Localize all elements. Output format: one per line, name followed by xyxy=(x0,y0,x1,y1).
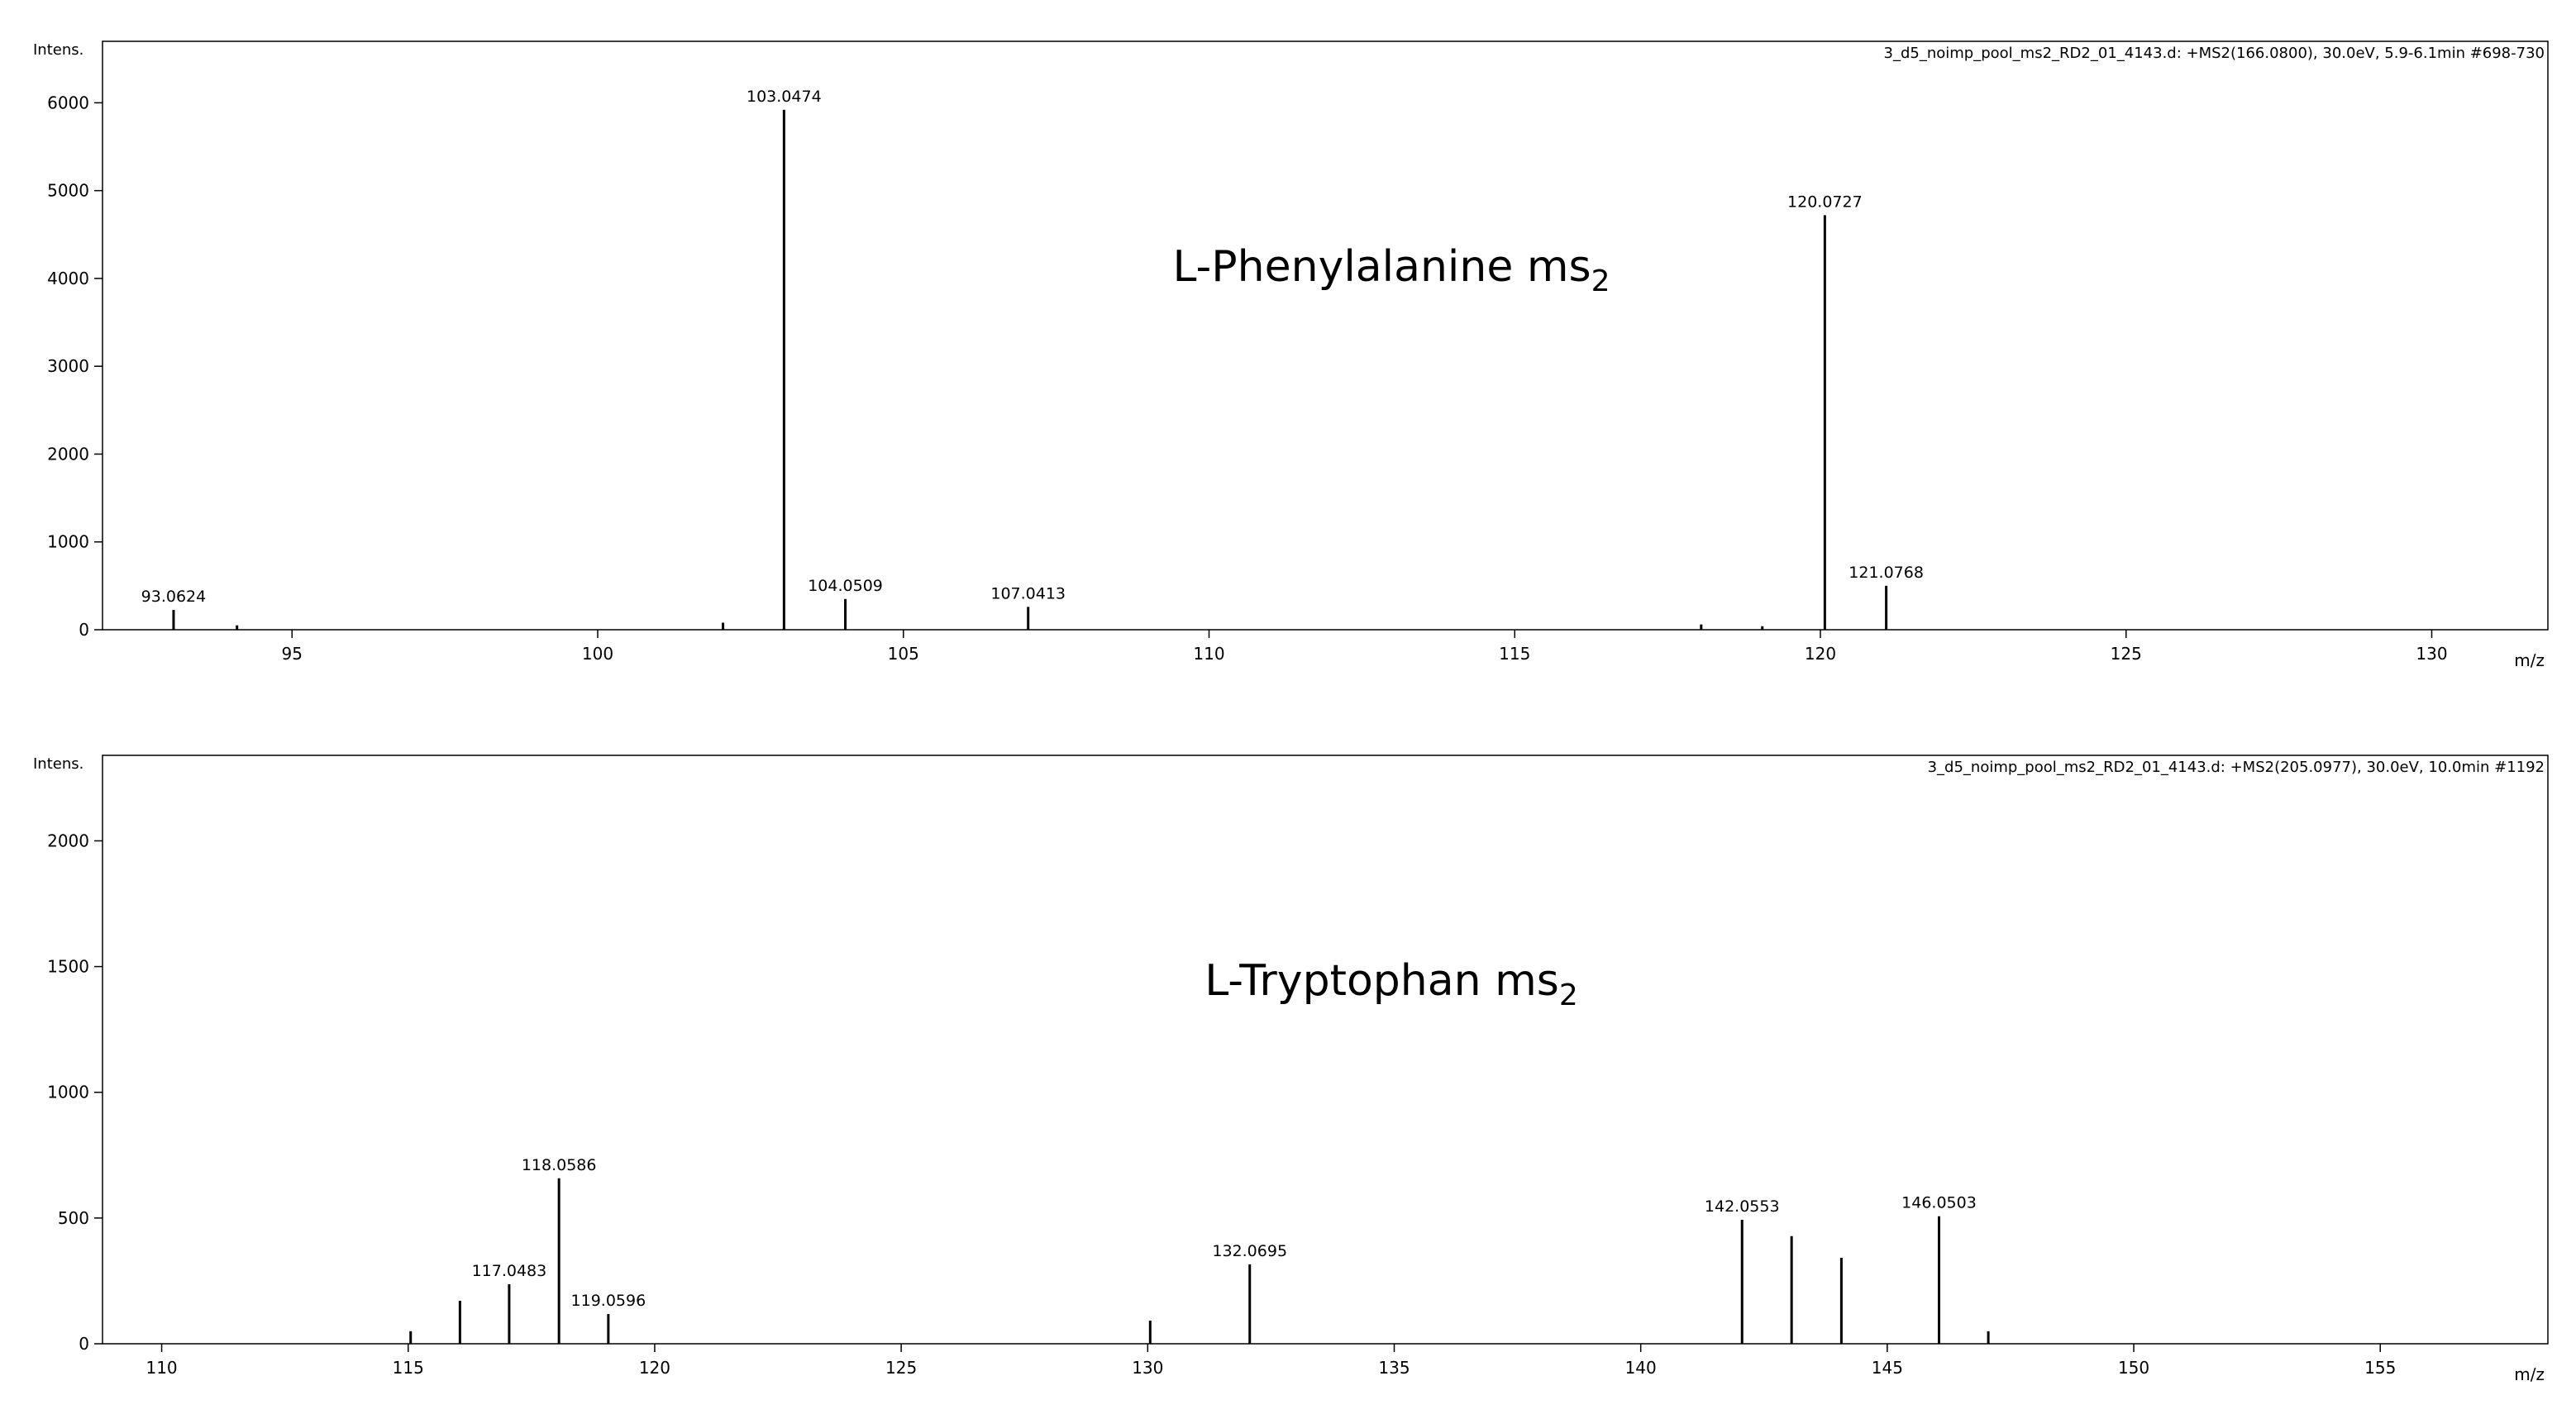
x-tick-label: 105 xyxy=(888,644,919,664)
x-tick-label: 120 xyxy=(639,1358,670,1378)
x-tick-label: 115 xyxy=(1499,644,1530,664)
peak-label: 93.0624 xyxy=(141,588,207,606)
y-tick-label: 1000 xyxy=(47,532,89,552)
peak-label: 121.0768 xyxy=(1849,564,1924,582)
y-tick-label: 1500 xyxy=(47,957,89,977)
x-tick-label: 135 xyxy=(1378,1358,1410,1378)
peak-label: 104.0509 xyxy=(808,577,883,595)
peak-label: 142.0553 xyxy=(1705,1197,1780,1216)
x-tick-label: 120 xyxy=(1805,644,1836,664)
peak-label: 103.0474 xyxy=(747,88,822,106)
peak-label: 119.0596 xyxy=(571,1292,646,1310)
x-tick-label: 130 xyxy=(2416,644,2447,664)
x-tick-label: 145 xyxy=(1872,1358,1903,1378)
y-tick-label: 0 xyxy=(79,620,89,640)
y-tick-label: 2000 xyxy=(47,444,89,464)
peak-label: 132.0695 xyxy=(1212,1242,1287,1260)
x-tick-label: 100 xyxy=(582,644,613,664)
chart-title: 3_d5_noimp_pool_ms2_RD2_01_4143.d: +MS2(… xyxy=(1928,759,2545,776)
x-tick-label: 125 xyxy=(885,1358,917,1378)
annotation-subscript: 2 xyxy=(1591,264,1610,298)
x-tick-label: 155 xyxy=(2364,1358,2396,1378)
y-tick-label: 0 xyxy=(79,1334,89,1354)
y-tick-label: 1000 xyxy=(47,1083,89,1102)
x-tick-label: 110 xyxy=(1193,644,1224,664)
peak-label: 107.0413 xyxy=(990,584,1066,602)
peak-label: 117.0483 xyxy=(472,1262,547,1280)
peak-label: 146.0503 xyxy=(1901,1194,1977,1212)
y-axis-label: Intens. xyxy=(33,755,83,773)
chart-title: 3_d5_noimp_pool_ms2_RD2_01_4143.d: +MS2(… xyxy=(1884,45,2545,62)
peak-label: 118.0586 xyxy=(522,1156,597,1174)
y-tick-label: 5000 xyxy=(47,181,89,201)
y-tick-label: 3000 xyxy=(47,356,89,376)
annotation: L-Tryptophan ms2 xyxy=(1205,956,1578,1012)
annotation-subscript: 2 xyxy=(1559,978,1578,1012)
y-tick-label: 4000 xyxy=(47,269,89,288)
plot-frame xyxy=(102,40,2549,631)
y-axis-label: Intens. xyxy=(33,41,83,59)
x-axis-label: m/z xyxy=(2514,1364,2545,1384)
x-tick-label: 130 xyxy=(1132,1358,1163,1378)
x-tick-label: 95 xyxy=(282,644,303,664)
annotation-text: L-Phenylalanine ms xyxy=(1172,242,1591,292)
x-tick-label: 110 xyxy=(145,1358,177,1378)
y-tick-label: 6000 xyxy=(47,93,89,112)
annotation-text: L-Tryptophan ms xyxy=(1205,956,1559,1006)
x-tick-label: 115 xyxy=(393,1358,424,1378)
annotation: L-Phenylalanine ms2 xyxy=(1172,242,1610,298)
y-tick-label: 500 xyxy=(58,1208,89,1228)
peak-label: 120.0727 xyxy=(1787,193,1863,211)
x-axis-label: m/z xyxy=(2514,650,2545,670)
y-tick-label: 2000 xyxy=(47,831,89,850)
plot-frame xyxy=(102,755,2549,1345)
x-tick-label: 125 xyxy=(2111,644,2142,664)
x-tick-label: 140 xyxy=(1625,1358,1657,1378)
x-tick-label: 150 xyxy=(2118,1358,2149,1378)
